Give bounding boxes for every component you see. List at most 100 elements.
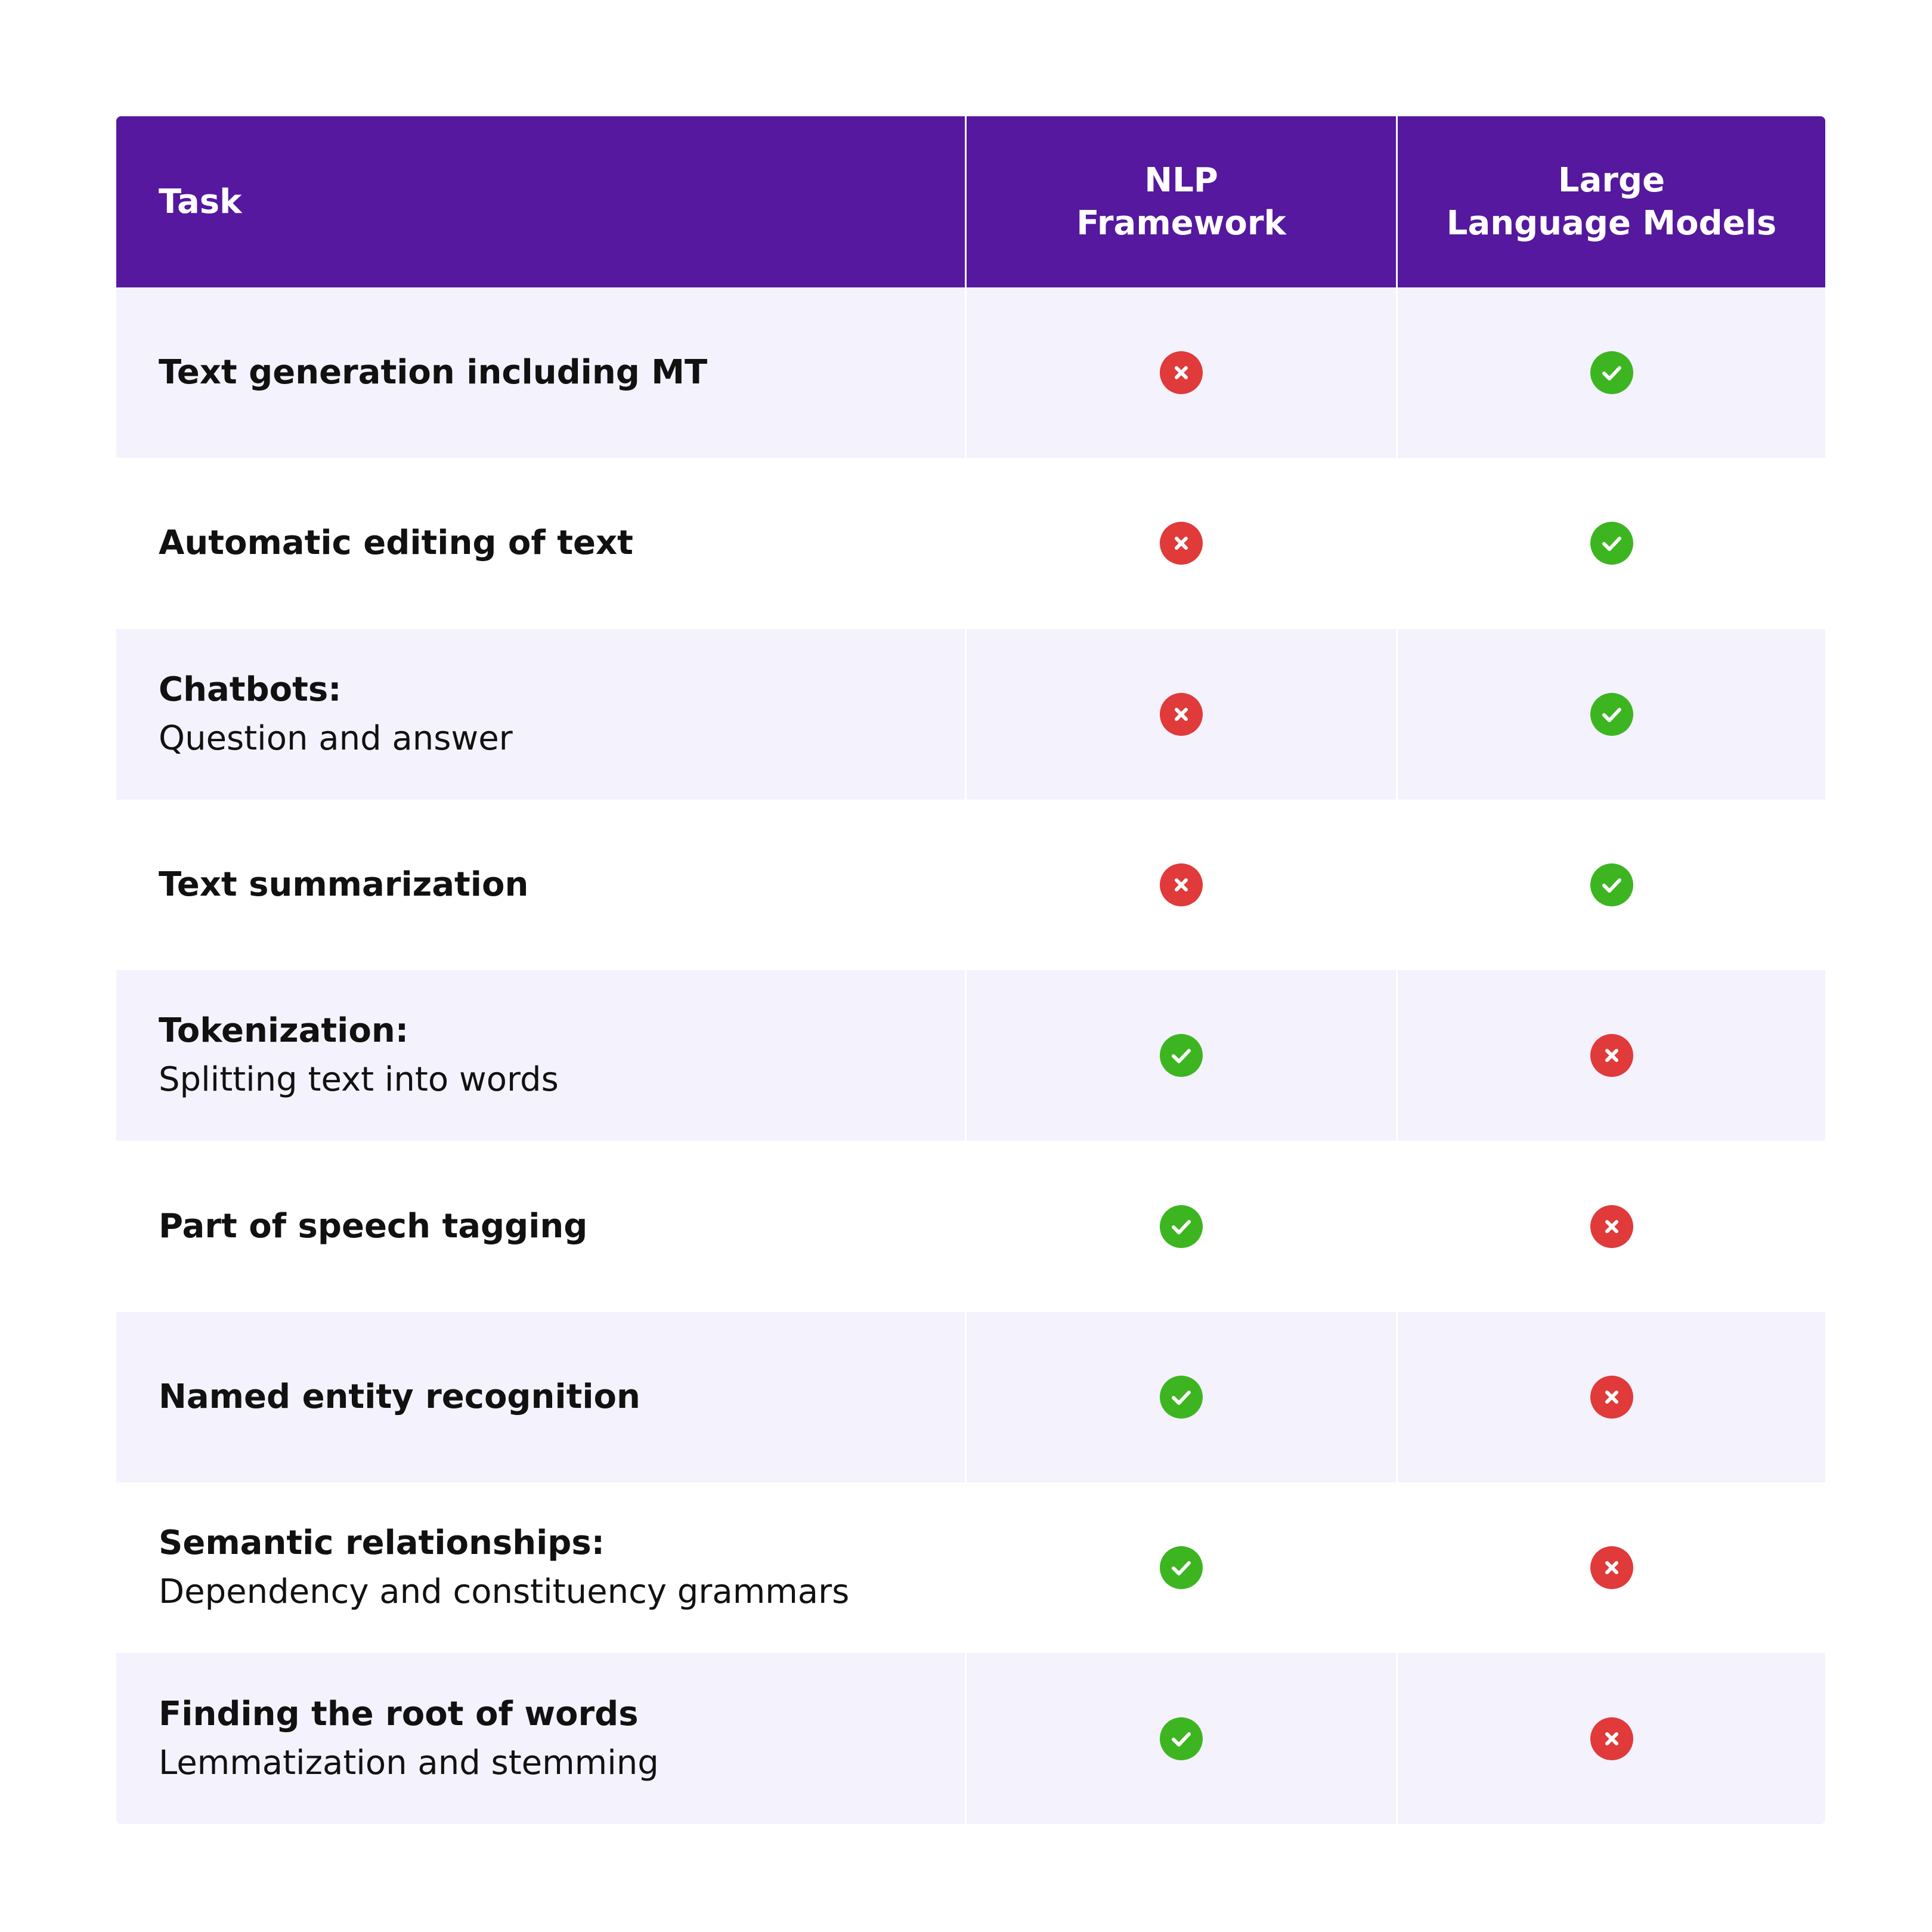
header-text: Large xyxy=(1558,160,1665,200)
check-mark xyxy=(1172,1732,1191,1747)
task-subtitle: Dependency and constituency grammars xyxy=(159,1572,850,1612)
task-cell: Part of speech tagging xyxy=(116,1141,965,1311)
cross-mark xyxy=(1175,366,1188,380)
check-mark xyxy=(1172,1049,1191,1064)
llm-cell xyxy=(1396,287,1825,459)
task-title: Semantic relationships: xyxy=(159,1524,605,1563)
header-text: Language Models xyxy=(1446,203,1777,243)
nlp-cell xyxy=(965,1311,1396,1483)
nlp-cell xyxy=(965,970,1396,1141)
llm-cell xyxy=(1396,1653,1825,1824)
check-mark xyxy=(1172,1561,1191,1576)
check-icon xyxy=(1160,1205,1203,1248)
cross-mark xyxy=(1175,878,1188,892)
icon-circle xyxy=(1160,1375,1203,1419)
task-title: Automatic editing of text xyxy=(159,524,633,563)
icon-circle xyxy=(1590,351,1633,395)
check-icon xyxy=(1160,1034,1203,1078)
task-title: Tokenization: xyxy=(159,1011,409,1051)
cross-mark xyxy=(1605,1561,1618,1575)
icon-circle xyxy=(1590,863,1633,907)
table-row: Chatbots: Question and answer xyxy=(116,628,1825,800)
check-mark xyxy=(1172,1390,1191,1405)
check-icon xyxy=(1590,863,1633,907)
nlp-cell xyxy=(965,1141,1396,1312)
llm-cell xyxy=(1396,1311,1825,1483)
check-mark xyxy=(1602,537,1621,552)
icon-circle xyxy=(1160,1205,1203,1248)
nlp-cell xyxy=(965,799,1396,971)
cross-mark xyxy=(1605,1732,1618,1745)
task-subtitle: Lemmatization and stemming xyxy=(159,1743,659,1782)
task-cell: Text generation including MT xyxy=(116,287,965,458)
cross-mark xyxy=(1605,1219,1618,1233)
task-cell: Automatic editing of text xyxy=(116,458,965,628)
llm-cell xyxy=(1396,1482,1825,1654)
cross-icon xyxy=(1160,863,1203,907)
header-row: Task NLP Framework Large Language Models xyxy=(116,116,1825,287)
nlp-cell xyxy=(965,1482,1396,1654)
task-cell: Finding the root of words Lemmatization a… xyxy=(116,1653,965,1823)
table-row: Automatic editing of text xyxy=(116,458,1825,629)
icon-circle xyxy=(1160,1546,1203,1590)
header-cell: Task xyxy=(116,116,965,287)
table-row: Semantic relationships: Dependency and co… xyxy=(116,1482,1825,1654)
header-cell: NLP Framework xyxy=(965,116,1396,287)
cross-mark xyxy=(1605,1390,1618,1404)
check-icon xyxy=(1590,522,1633,565)
nlp-cell xyxy=(965,1653,1396,1824)
check-icon xyxy=(1160,1546,1203,1590)
check-mark xyxy=(1602,366,1621,381)
llm-cell xyxy=(1396,1141,1825,1312)
cross-icon xyxy=(1590,1546,1633,1590)
task-title: Named entity recognition xyxy=(159,1377,640,1416)
cross-mark xyxy=(1605,1049,1618,1063)
task-subtitle: Question and answer xyxy=(159,719,513,758)
table-row: Text generation including MT xyxy=(116,287,1825,459)
check-icon xyxy=(1590,692,1633,736)
cross-icon xyxy=(1590,1717,1633,1760)
cross-mark xyxy=(1175,537,1188,550)
task-cell: Chatbots: Question and answer xyxy=(116,629,965,800)
table-row: Part of speech tagging xyxy=(116,1141,1825,1312)
icon-circle xyxy=(1160,1034,1203,1078)
check-mark xyxy=(1172,1219,1191,1234)
comparison-table: Task NLP Framework Large Language Models T… xyxy=(116,116,1825,1824)
nlp-cell xyxy=(965,287,1396,459)
task-title: Text generation including MT xyxy=(159,353,708,392)
check-mark xyxy=(1602,878,1621,893)
task-cell: Named entity recognition xyxy=(116,1312,965,1482)
table-row: Finding the root of words Lemmatization a… xyxy=(116,1653,1825,1824)
icon-circle xyxy=(1590,692,1633,736)
cross-icon xyxy=(1590,1034,1633,1078)
task-title: Finding the root of words xyxy=(159,1694,639,1733)
check-icon xyxy=(1160,1717,1203,1760)
nlp-cell xyxy=(965,458,1396,629)
table-row: Tokenization: Splitting text into words xyxy=(116,970,1825,1141)
header-text: NLP xyxy=(1144,160,1218,200)
cross-icon xyxy=(1160,692,1203,736)
icon-circle xyxy=(1590,522,1633,565)
llm-cell xyxy=(1396,799,1825,971)
cross-icon xyxy=(1590,1375,1633,1419)
task-cell: Semantic relationships: Dependency and co… xyxy=(116,1482,965,1653)
check-mark xyxy=(1602,707,1621,722)
header-cell: Large Language Models xyxy=(1396,116,1825,287)
header-text: Framework xyxy=(1076,203,1286,243)
check-icon xyxy=(1590,351,1633,395)
cross-icon xyxy=(1590,1205,1633,1248)
llm-cell xyxy=(1396,970,1825,1141)
task-title: Part of speech tagging xyxy=(159,1206,588,1246)
icon-circle xyxy=(1160,1717,1203,1760)
task-cell: Text summarization xyxy=(116,800,965,970)
check-icon xyxy=(1160,1375,1203,1419)
task-cell: Tokenization: Splitting text into words xyxy=(116,970,965,1141)
cross-mark xyxy=(1175,707,1188,721)
llm-cell xyxy=(1396,628,1825,800)
header-text: Task xyxy=(159,182,242,221)
task-title: Chatbots: xyxy=(159,670,342,709)
cross-icon xyxy=(1160,522,1203,565)
table-row: Named entity recognition xyxy=(116,1311,1825,1483)
task-subtitle: Splitting text into words xyxy=(159,1060,559,1100)
